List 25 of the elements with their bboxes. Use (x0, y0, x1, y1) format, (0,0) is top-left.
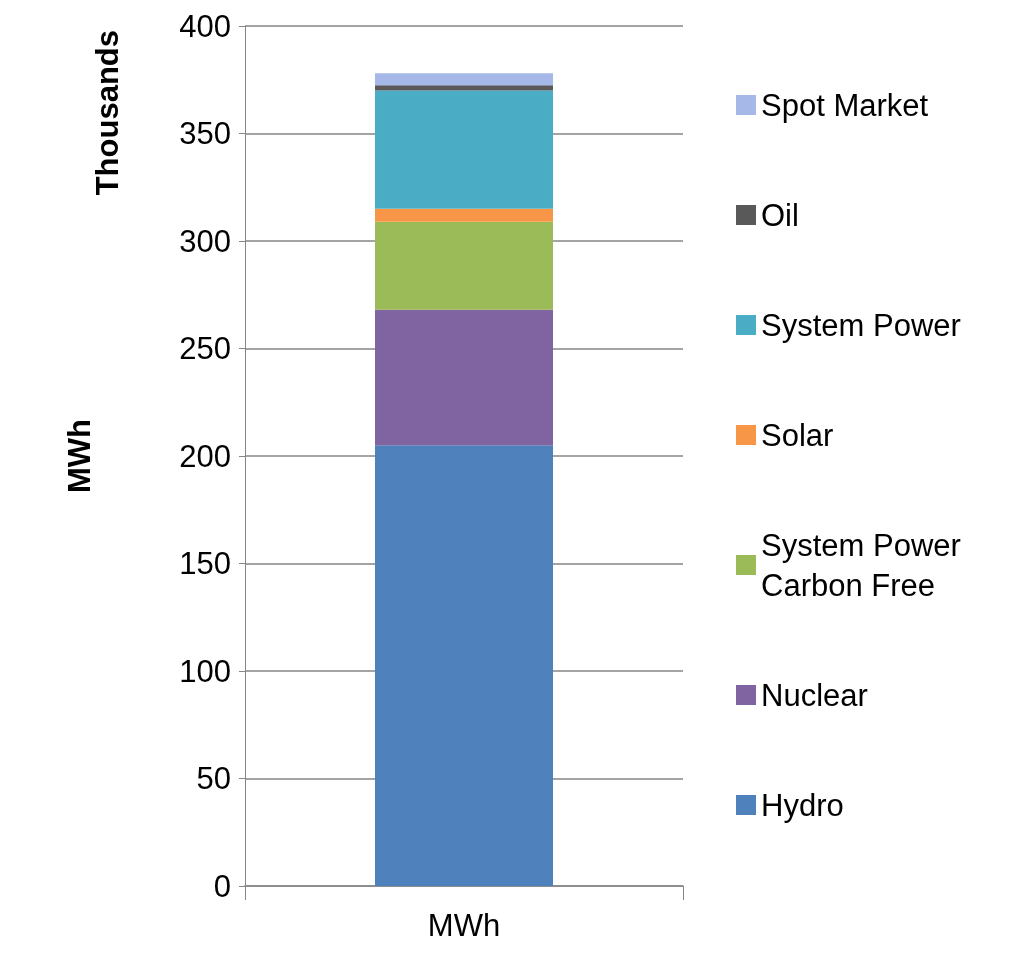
bar (375, 73, 553, 86)
legend-label: Oil (761, 197, 799, 233)
y-tick-label: 250 (179, 331, 231, 366)
legend-label: Solar (761, 417, 834, 453)
legend-label: System Power Carbon Free (761, 527, 970, 603)
y-tick-label: 350 (179, 116, 231, 151)
bar (375, 445, 553, 886)
legend-label: System Power (761, 307, 961, 343)
y-tick-label: 400 (179, 8, 231, 44)
y-tick-label: 300 (179, 223, 231, 259)
legend-label: Spot Market (761, 87, 929, 123)
bar (375, 221, 553, 310)
bar (375, 208, 553, 222)
bar (375, 85, 553, 91)
bar (375, 309, 553, 446)
legend-label: Nuclear (761, 677, 868, 713)
y-tick-label: 50 (196, 761, 231, 796)
y-tick-label: 150 (179, 546, 231, 581)
y-tick-label: 0 (213, 868, 231, 904)
bar (375, 90, 553, 209)
y-axis-title: MWh (62, 418, 97, 494)
text: Thousands (90, 29, 125, 196)
y-tick-label: 200 (179, 438, 231, 474)
y-tick-label: 100 (179, 653, 231, 689)
legend-label: Hydro (761, 787, 844, 823)
